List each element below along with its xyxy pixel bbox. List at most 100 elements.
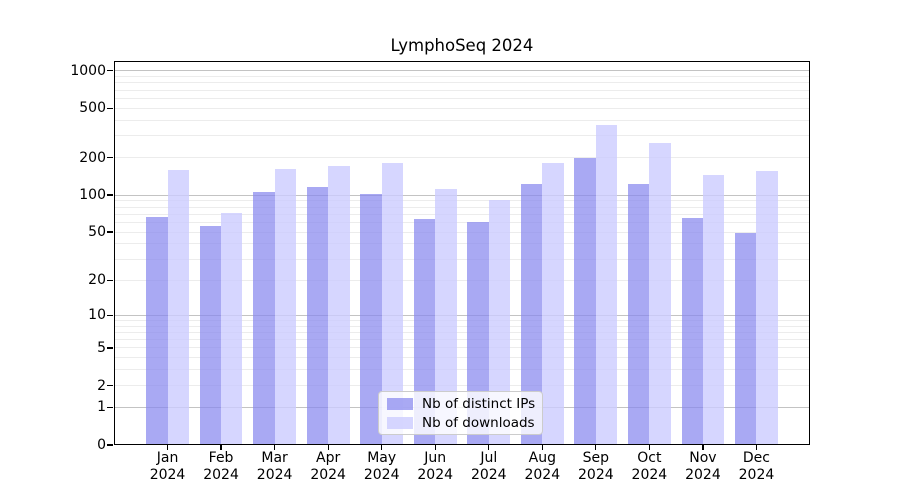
x-tick-label: Feb 2024 xyxy=(191,450,251,484)
chart-title: LymphoSeq 2024 xyxy=(390,36,534,55)
x-tick-year: 2024 xyxy=(578,467,614,483)
x-tick-year: 2024 xyxy=(310,467,346,483)
x-tick-mark xyxy=(327,445,329,450)
bar-downloads-oct xyxy=(649,142,671,445)
x-tick-year: 2024 xyxy=(256,467,293,483)
gridline xyxy=(114,243,810,245)
x-tick-year: 2024 xyxy=(470,467,507,483)
gridline xyxy=(114,339,810,341)
bar-distinct-ips-apr xyxy=(306,186,329,445)
y-tick-mark xyxy=(107,70,113,72)
x-tick-mark xyxy=(166,445,169,450)
y-tick-mark xyxy=(107,406,113,409)
y-tick-mark xyxy=(107,314,113,316)
y-tick-label: 50 xyxy=(88,224,106,241)
gridline xyxy=(114,325,810,327)
x-tick-month: Jan xyxy=(156,450,179,466)
x-tick-mark xyxy=(488,445,490,450)
bar-distinct-ips-may xyxy=(360,194,382,445)
gridline xyxy=(114,70,810,72)
gridline xyxy=(114,89,810,91)
legend-label-downloads: Nb of downloads xyxy=(422,414,535,431)
x-tick-mark xyxy=(541,445,543,450)
x-tick-label: Oct 2024 xyxy=(619,450,679,484)
x-tick-month: Sep xyxy=(582,450,610,466)
gridline xyxy=(114,258,810,260)
bar-distinct-ips-mar xyxy=(253,192,275,445)
gridline xyxy=(114,221,810,223)
x-tick-label: Nov 2024 xyxy=(673,450,733,484)
gridline xyxy=(114,319,810,321)
bar-downloads-aug xyxy=(542,162,564,445)
bar-downloads-jun xyxy=(435,188,457,445)
y-tick-mark xyxy=(107,107,113,109)
x-tick-label: Aug 2024 xyxy=(512,450,572,484)
x-tick-mark xyxy=(220,445,222,450)
x-tick-label: Sep 2024 xyxy=(566,450,626,484)
y-tick-mark xyxy=(107,194,113,196)
gridline xyxy=(114,231,810,233)
plot-area xyxy=(114,61,810,445)
x-tick-label: Mar 2024 xyxy=(245,450,305,484)
y-tick-label: 2 xyxy=(97,377,106,394)
y-tick-mark xyxy=(107,279,113,281)
bar-downloads-jan xyxy=(167,169,189,445)
bar-downloads-may xyxy=(381,163,404,445)
x-tick-month: Apr xyxy=(316,450,341,466)
bar-downloads-jul xyxy=(488,199,511,445)
gridline xyxy=(114,200,810,202)
bar-distinct-ips-dec xyxy=(735,233,757,445)
bar-distinct-ips-jun xyxy=(413,218,436,445)
x-tick-month: Jul xyxy=(480,450,498,466)
y-tick-label: 0 xyxy=(97,437,106,453)
gridline xyxy=(114,279,810,281)
legend: Nb of distinct IPs Nb of downloads xyxy=(378,391,543,435)
bar-distinct-ips-sep xyxy=(574,157,596,445)
gridline xyxy=(114,385,810,386)
bar-downloads-feb xyxy=(221,212,243,445)
y-tick-mark xyxy=(107,157,113,159)
x-tick-label: Jun 2024 xyxy=(405,450,465,484)
x-tick-month: May xyxy=(367,450,397,466)
x-tick-month: Oct xyxy=(637,450,662,466)
x-tick-year: 2024 xyxy=(363,467,400,483)
gridline xyxy=(114,107,810,109)
y-tick-label: 1 xyxy=(97,399,106,416)
gridline xyxy=(114,194,810,196)
y-tick-mark xyxy=(107,384,113,387)
y-tick-mark xyxy=(107,231,113,233)
y-tick-mark xyxy=(107,347,113,349)
x-tick-month: Aug xyxy=(528,450,556,466)
y-tick-label: 10 xyxy=(88,307,106,324)
x-tick-month: Dec xyxy=(742,450,770,466)
y-tick-label: 5 xyxy=(97,339,106,356)
x-tick-label: May 2024 xyxy=(352,450,412,484)
x-tick-month: Nov xyxy=(689,450,717,466)
x-tick-mark xyxy=(595,445,597,450)
x-tick-mark xyxy=(434,445,436,450)
gridline xyxy=(114,213,810,215)
y-tick-label: 200 xyxy=(79,149,106,166)
x-tick-year: 2024 xyxy=(685,467,721,483)
y-tick-mark xyxy=(107,444,113,446)
gridline xyxy=(114,76,810,78)
bar-downloads-apr xyxy=(328,165,350,445)
legend-item-distinct-ips: Nb of distinct IPs xyxy=(387,396,535,412)
x-tick-mark xyxy=(381,445,383,450)
x-tick-year: 2024 xyxy=(417,467,454,483)
x-tick-year: 2024 xyxy=(203,467,239,483)
bar-distinct-ips-oct xyxy=(627,183,650,445)
bar-downloads-dec xyxy=(756,170,778,445)
x-tick-mark xyxy=(274,445,276,450)
x-tick-year: 2024 xyxy=(738,467,775,483)
x-tick-mark xyxy=(755,445,758,450)
bar-downloads-mar xyxy=(274,169,297,445)
gridline xyxy=(114,119,810,121)
y-tick-label: 100 xyxy=(79,187,106,204)
gridline xyxy=(114,314,810,316)
gridline xyxy=(114,357,810,359)
x-tick-month: Mar xyxy=(261,450,288,466)
x-tick-month: Feb xyxy=(208,450,234,466)
x-tick-label: Apr 2024 xyxy=(298,450,358,484)
bar-distinct-ips-jan xyxy=(146,217,168,445)
